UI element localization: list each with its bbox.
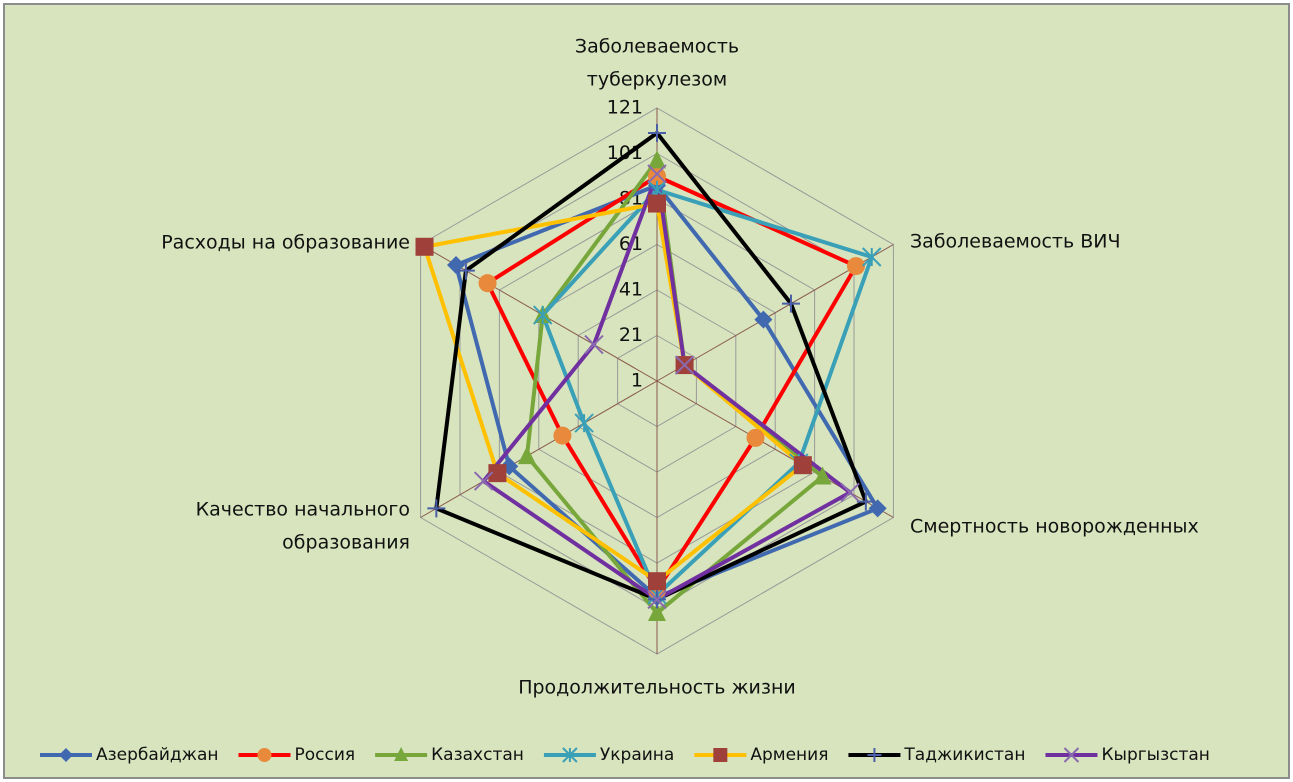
axis-label: Заболеваемость туберкулезом — [575, 35, 739, 90]
marker — [867, 748, 882, 762]
legend-label: Кыргызстан — [1101, 745, 1209, 765]
y-tick-label: 41 — [619, 279, 643, 301]
marker — [648, 124, 666, 143]
legend-label: Азербайджан — [96, 745, 218, 765]
marker — [713, 748, 728, 762]
marker — [447, 255, 466, 274]
y-tick-label: 121 — [607, 97, 643, 119]
marker — [394, 747, 409, 761]
marker — [648, 150, 666, 169]
marker — [840, 482, 860, 503]
marker — [856, 492, 875, 511]
axis-spoke — [656, 380, 894, 518]
legend-label: Россия — [294, 745, 355, 765]
axis-label: Заболеваемость ВИЧ — [910, 231, 1121, 253]
marker — [648, 603, 666, 622]
marker — [456, 261, 475, 280]
axis-spoke — [420, 380, 658, 518]
axis-label: Смертность новорожденных — [910, 516, 1199, 538]
marker — [674, 355, 695, 375]
marker — [473, 471, 494, 491]
marker — [868, 499, 887, 518]
marker — [647, 589, 667, 610]
legend-label: Казахстан — [431, 745, 524, 765]
y-tick-label: 21 — [619, 324, 643, 346]
legend-label: Украина — [600, 745, 674, 765]
marker — [478, 274, 497, 293]
chart-background — [3, 3, 1290, 779]
marker — [746, 428, 765, 447]
marker — [781, 294, 800, 313]
axis-label: Продолжительность жизни — [518, 677, 796, 699]
marker — [793, 456, 812, 475]
marker — [584, 334, 604, 355]
marker — [427, 499, 446, 518]
y-tick-label: 1 — [631, 370, 643, 392]
marker — [648, 572, 666, 591]
marker — [648, 167, 666, 186]
marker — [648, 194, 666, 213]
legend-label: Таджикистан — [903, 745, 1025, 765]
legend-label: Армения — [750, 745, 828, 765]
marker — [1063, 747, 1080, 763]
marker — [813, 466, 832, 485]
marker — [553, 426, 572, 445]
marker — [257, 748, 272, 762]
marker — [574, 413, 594, 433]
marker — [533, 305, 553, 325]
marker — [517, 446, 536, 465]
marker — [754, 310, 773, 329]
marker — [415, 237, 434, 256]
axis-label: Качество начального образования — [196, 498, 410, 553]
marker — [647, 164, 667, 184]
marker — [59, 748, 73, 762]
axis-label: Расходы на образование — [161, 232, 410, 254]
marker — [846, 257, 865, 276]
marker — [562, 747, 578, 763]
marker — [488, 464, 507, 483]
marker — [862, 247, 882, 267]
